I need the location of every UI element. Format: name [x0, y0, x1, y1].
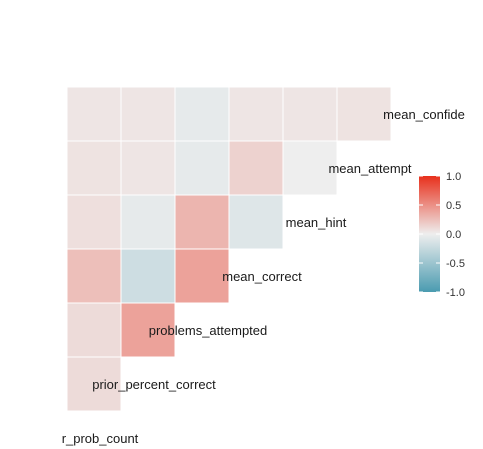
- heatmap-cell-mean_confide-mean_hint: [282, 86, 338, 142]
- heatmap-cell-mean_correct-problems_attempted: [174, 248, 230, 304]
- heatmap-cell-problems_attempted-r_prob_count: [66, 302, 122, 358]
- heatmap-cell-mean_attempt-r_prob_count: [66, 140, 122, 196]
- heatmap-cell-mean_attempt-prior_percent_correct: [120, 140, 176, 196]
- color-legend: 1.0 0.5 0.0 -0.5 -1.0: [419, 171, 465, 299]
- heatmap-cell-mean_hint-mean_correct: [228, 194, 284, 250]
- variable-label-mean_attempt: mean_attempt: [328, 161, 411, 176]
- heatmap-cell-mean_confide-r_prob_count: [66, 86, 122, 142]
- heatmap-cell-mean_confide-mean_attempt: [336, 86, 392, 142]
- heatmap-cell-mean_attempt-problems_attempted: [174, 140, 230, 196]
- heatmap-cell-mean_confide-problems_attempted: [174, 86, 230, 142]
- heatmap-cell-problems_attempted-prior_percent_correct: [120, 302, 176, 358]
- legend-tick-label-2: 0.0: [446, 229, 461, 241]
- heatmap-cell-mean_hint-r_prob_count: [66, 194, 122, 250]
- heatmap-cell-mean_hint-problems_attempted: [174, 194, 230, 250]
- legend-tick-label-1: 0.5: [446, 200, 461, 212]
- legend-tick-label-4: -1.0: [446, 287, 465, 299]
- variable-label-problems_attempted: problems_attempted: [149, 323, 268, 338]
- variable-label-r_prob_count: r_prob_count: [62, 431, 139, 446]
- heatmap-cell-mean_correct-prior_percent_correct: [120, 248, 176, 304]
- legend-tick-label-3: -0.5: [446, 258, 465, 270]
- heatmap-cell-mean_hint-prior_percent_correct: [120, 194, 176, 250]
- heatmap-cell-mean_confide-prior_percent_correct: [120, 86, 176, 142]
- legend-colorbar: [419, 176, 440, 292]
- variable-label-mean_confide: mean_confide: [383, 107, 465, 122]
- legend-tick-label-0: 1.0: [446, 171, 461, 183]
- variable-labels: r_prob_count prior_percent_correct problem…: [62, 107, 465, 446]
- variable-label-prior_percent_correct: prior_percent_correct: [92, 377, 216, 392]
- variable-label-mean_correct: mean_correct: [222, 269, 302, 284]
- variable-label-mean_hint: mean_hint: [286, 215, 347, 230]
- heatmap-cell-mean_correct-r_prob_count: [66, 248, 122, 304]
- heatmap-cell-mean_confide-mean_correct: [228, 86, 284, 142]
- heatmap-cells: [66, 86, 392, 412]
- heatmap-cell-mean_attempt-mean_correct: [228, 140, 284, 196]
- heatmap-cell-prior_percent_correct-r_prob_count: [66, 356, 122, 412]
